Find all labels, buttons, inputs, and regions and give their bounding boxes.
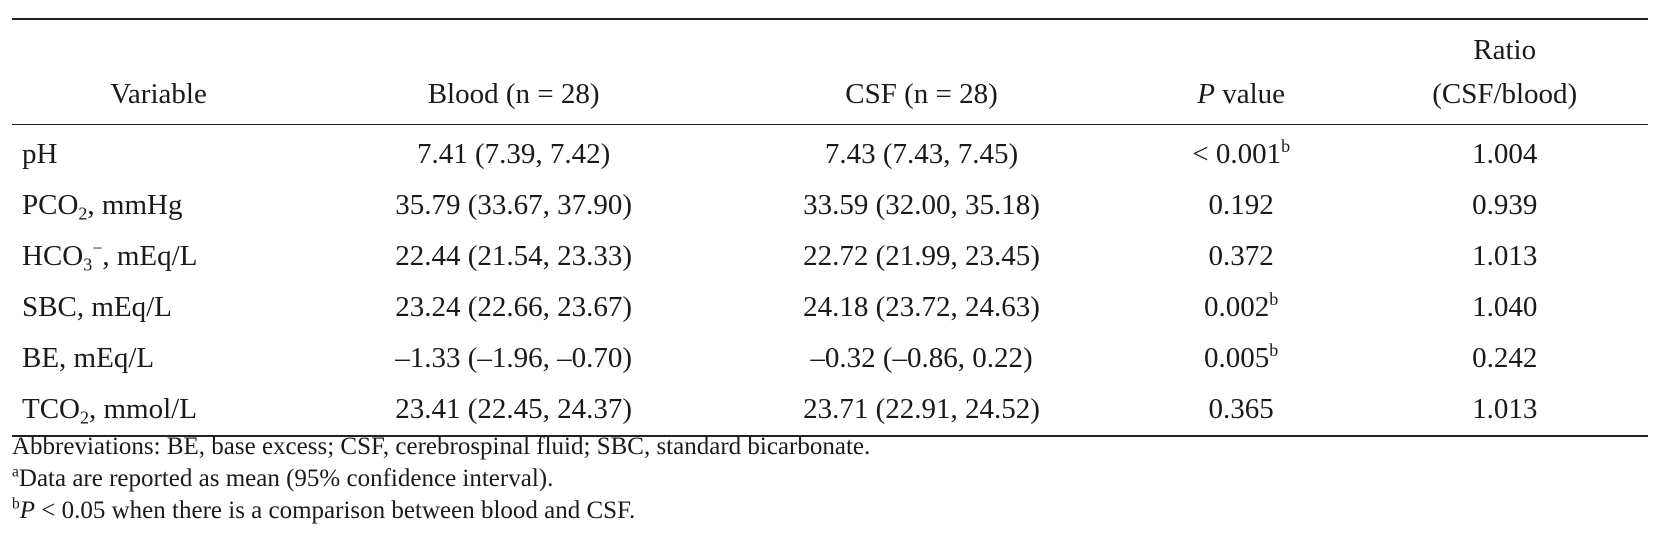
table-row: SBC, mEq/L 23.24 (22.66, 23.67) 24.18 (2… <box>12 282 1648 333</box>
table-body: pH 7.41 (7.39, 7.42) 7.43 (7.43, 7.45) <… <box>12 125 1648 437</box>
cell-p-value: 0.365 <box>1121 384 1361 436</box>
cell-variable: pH <box>12 125 305 181</box>
cell-variable: SBC, mEq/L <box>12 282 305 333</box>
cell-blood: 23.41 (22.45, 24.37) <box>395 393 633 425</box>
header-ratio-line2: (CSF/blood) <box>1432 78 1578 110</box>
table-row: BE, mEq/L –1.33 (–1.96, –0.70) –0.32 (–0… <box>12 333 1648 384</box>
footnote-b-text: < 0.05 when there is a comparison betwee… <box>35 497 636 524</box>
cell-csf: 33.59 (32.00, 35.18) <box>803 189 1040 221</box>
cell-csf: –0.32 (–0.86, 0.22) <box>810 342 1033 374</box>
cell-ratio: 0.939 <box>1472 189 1538 221</box>
footnote-a-text: Data are reported as mean (95% confidenc… <box>18 465 554 492</box>
header-variable: Variable <box>12 19 306 125</box>
table-row: TCO2, mmol/L 23.41 (22.45, 24.37) 23.71 … <box>12 384 1648 436</box>
variable-name: HCO <box>22 240 84 272</box>
header-blood: Blood (n = 28) <box>305 19 723 125</box>
header-csf: CSF (n = 28) <box>722 19 1121 125</box>
variable-subscript: 2 <box>78 203 88 224</box>
cell-ratio: 0.242 <box>1472 342 1538 374</box>
variable-name: TCO <box>22 393 80 425</box>
cell-csf: 24.18 (23.72, 24.63) <box>803 291 1040 323</box>
footnote-b-italic: P <box>19 497 36 524</box>
cell-ratio: 1.004 <box>1472 138 1538 170</box>
cell-p-value: 0.005b <box>1121 333 1361 384</box>
variable-unit: , mmHg <box>87 189 183 221</box>
footnote-a-mark: a <box>12 463 19 481</box>
cell-csf: 7.43 (7.43, 7.45) <box>824 138 1019 170</box>
p-footnote-mark: b <box>1269 289 1279 310</box>
header-p-rest: value <box>1215 78 1286 110</box>
header-ratio: Ratio (CSF/blood) <box>1361 19 1648 125</box>
table-row: pH 7.41 (7.39, 7.42) 7.43 (7.43, 7.45) <… <box>12 125 1648 181</box>
footnote-b-mark: b <box>12 495 20 513</box>
cell-ratio: 1.040 <box>1472 291 1538 323</box>
cell-blood: 35.79 (33.67, 37.90) <box>395 189 633 221</box>
footnote-abbreviations: Abbreviations: BE, base excess; CSF, cer… <box>12 433 871 460</box>
footnote-b: bP < 0.05 when there is a comparison bet… <box>12 495 870 527</box>
variable-name: BE, mEq/L <box>22 342 155 374</box>
header-p-value: P value <box>1120 19 1362 125</box>
cell-blood: 22.44 (21.54, 23.33) <box>395 240 633 272</box>
header-row: Variable Blood (n = 28) CSF (n = 28) P v… <box>12 19 1648 125</box>
cell-variable: BE, mEq/L <box>12 333 305 384</box>
variable-unit: , mEq/L <box>102 240 198 272</box>
cell-variable: TCO2, mmol/L <box>12 384 305 436</box>
p-value: < 0.001 <box>1192 138 1282 170</box>
variable-name: pH <box>22 138 58 170</box>
p-footnote-mark: b <box>1281 136 1291 157</box>
table-row: HCO3−, mEq/L 22.44 (21.54, 23.33) 22.72 … <box>12 231 1648 282</box>
footnote-a: aData are reported as mean (95% confiden… <box>12 463 870 495</box>
header-p-italic: P <box>1197 78 1215 110</box>
cell-csf: 22.72 (21.99, 23.45) <box>803 240 1040 272</box>
cell-ratio: 1.013 <box>1472 240 1538 272</box>
cell-ratio: 1.013 <box>1472 393 1538 425</box>
table-header: Variable Blood (n = 28) CSF (n = 28) P v… <box>12 19 1648 125</box>
table-footnotes: Abbreviations: BE, base excess; CSF, cer… <box>12 431 870 527</box>
cell-p-value: < 0.001b <box>1121 125 1361 181</box>
cell-variable: PCO2, mmHg <box>12 180 305 231</box>
cell-p-value: 0.002b <box>1121 282 1361 333</box>
p-value: 0.365 <box>1208 393 1274 425</box>
cell-blood: 7.41 (7.39, 7.42) <box>416 138 611 170</box>
results-table: Variable Blood (n = 28) CSF (n = 28) P v… <box>12 18 1648 437</box>
table-row: PCO2, mmHg 35.79 (33.67, 37.90) 33.59 (3… <box>12 180 1648 231</box>
variable-name: SBC, mEq/L <box>22 291 172 323</box>
cell-p-value: 0.192 <box>1121 180 1361 231</box>
p-value: 0.192 <box>1208 189 1274 221</box>
cell-p-value: 0.372 <box>1121 231 1361 282</box>
variable-name: PCO <box>22 189 79 221</box>
cell-blood: –1.33 (–1.96, –0.70) <box>395 342 633 374</box>
variable-subscript: 2 <box>80 407 89 428</box>
p-value: 0.372 <box>1208 240 1274 272</box>
cell-variable: HCO3−, mEq/L <box>12 231 305 282</box>
cell-csf: 23.71 (22.91, 24.52) <box>803 393 1040 425</box>
p-value: 0.002 <box>1204 291 1270 323</box>
cell-blood: 23.24 (22.66, 23.67) <box>395 291 633 323</box>
variable-superscript: − <box>92 238 103 259</box>
variable-unit: , mmol/L <box>88 393 197 425</box>
p-footnote-mark: b <box>1269 340 1279 361</box>
variable-subscript: 3 <box>83 254 93 275</box>
p-value: 0.005 <box>1204 342 1270 374</box>
header-ratio-line1: Ratio <box>1473 34 1537 66</box>
